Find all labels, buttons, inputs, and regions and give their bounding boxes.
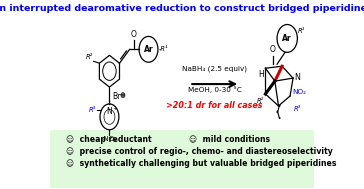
Text: NO₂: NO₂ [292, 89, 306, 95]
Text: +: + [112, 106, 117, 111]
Text: R²: R² [257, 98, 264, 104]
Text: ☺  precise control of regio-, chemo- and diastereoselectivity: ☺ precise control of regio-, chemo- and … [66, 147, 333, 156]
Text: O: O [270, 45, 276, 54]
Text: H: H [258, 70, 264, 79]
Text: An interrupted dearomative reduction to construct bridged piperidines: An interrupted dearomative reduction to … [0, 4, 364, 13]
Text: Ar: Ar [282, 34, 292, 43]
Text: R³: R³ [89, 107, 96, 113]
Text: Ar: Ar [144, 45, 153, 54]
Text: R²: R² [86, 54, 93, 60]
Text: R¹: R¹ [298, 29, 305, 34]
Text: -NO₂: -NO₂ [102, 136, 118, 142]
Text: N: N [107, 107, 112, 116]
Text: >20:1 dr for all cases: >20:1 dr for all cases [166, 101, 263, 110]
Text: ⊖: ⊖ [119, 93, 125, 99]
Text: ⊖: ⊖ [119, 92, 125, 98]
FancyBboxPatch shape [51, 131, 313, 188]
Text: ☺  mild conditions: ☺ mild conditions [189, 135, 270, 144]
Text: -R¹: -R¹ [159, 46, 168, 52]
Text: ☺  synthetically challenging but valuable bridged piperidines: ☺ synthetically challenging but valuable… [66, 159, 336, 167]
Text: O: O [131, 30, 137, 40]
Text: R³: R³ [294, 106, 301, 112]
Text: MeOH, 0-30 °C: MeOH, 0-30 °C [188, 86, 242, 93]
Text: N: N [294, 73, 300, 82]
Text: Br: Br [112, 92, 121, 101]
Text: ☺  cheap reductant: ☺ cheap reductant [66, 135, 151, 144]
Text: NaBH₄ (2.5 equiv): NaBH₄ (2.5 equiv) [182, 66, 247, 72]
